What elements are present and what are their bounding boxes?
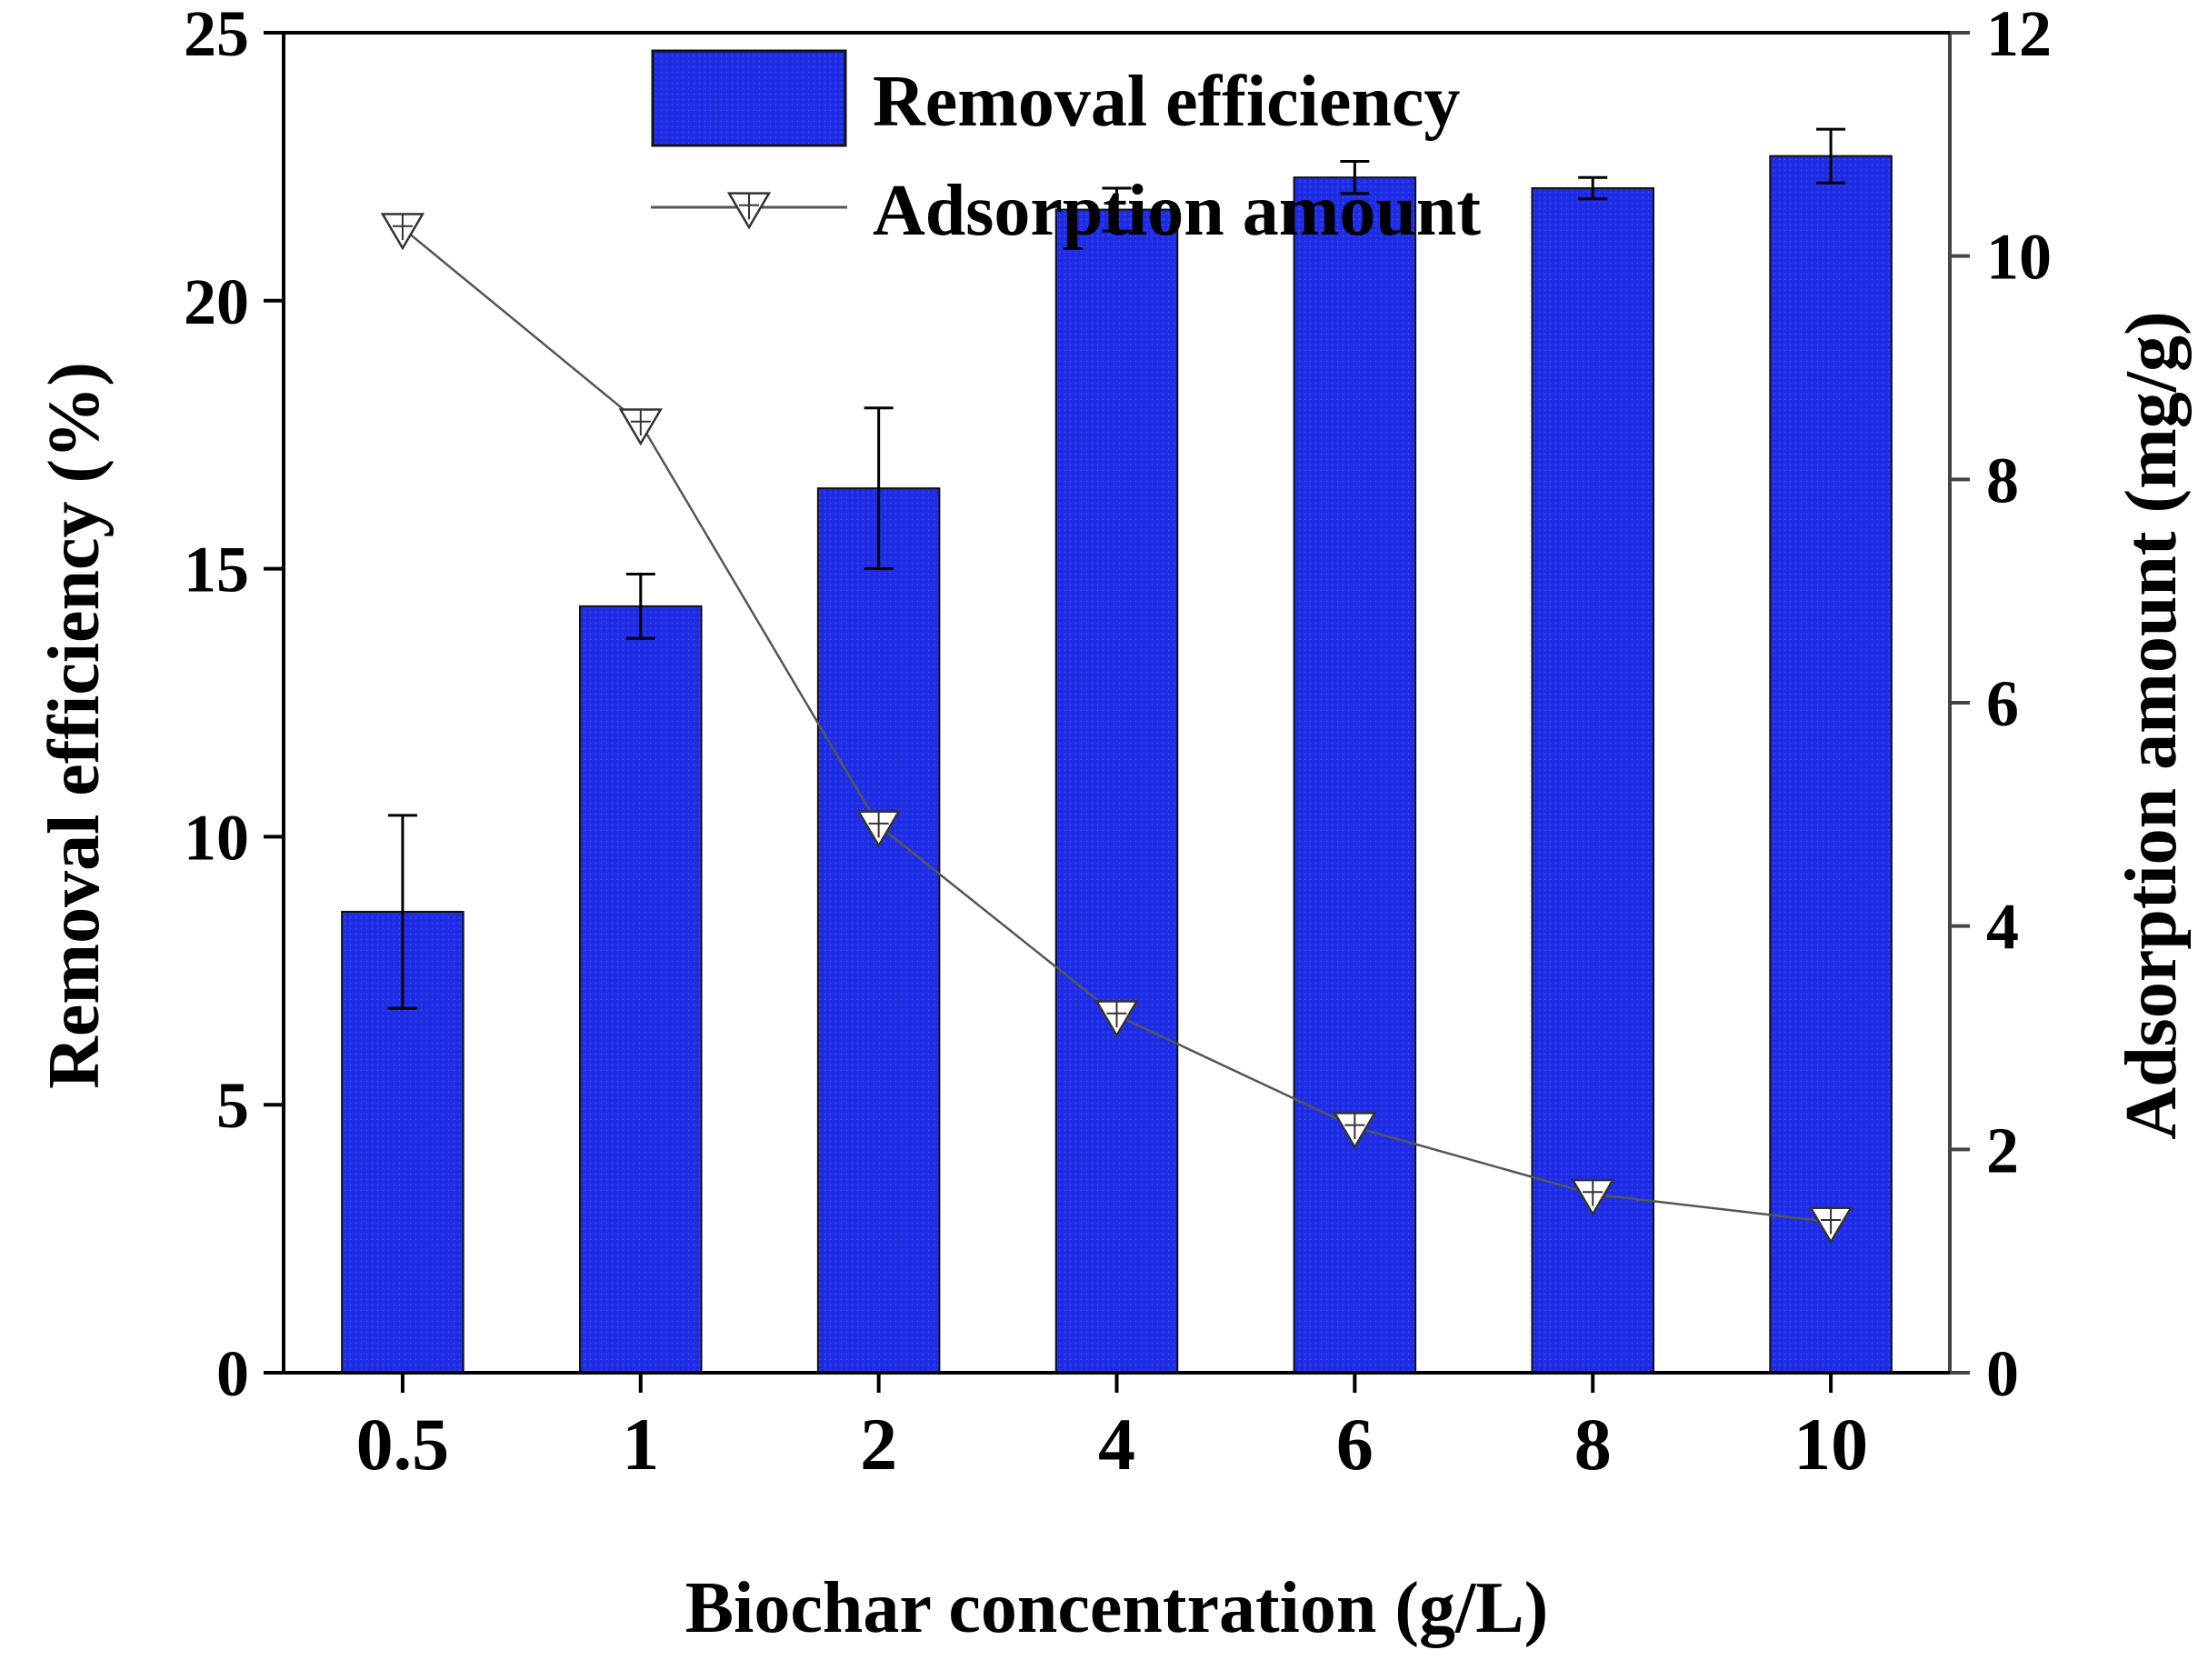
legend: Removal efficiency Adsorption amount — [651, 49, 1481, 251]
x-tick-label: 0.5 — [356, 1403, 450, 1485]
right-tick-label: 4 — [1986, 891, 2019, 964]
error-bar-2 — [864, 406, 894, 571]
bar-6 — [1293, 176, 1417, 1374]
left-tick-label: 15 — [184, 534, 249, 606]
error-bar-8 — [1578, 175, 1608, 201]
error-bar-1 — [625, 572, 655, 640]
right-tick-label: 2 — [1986, 1114, 2019, 1186]
x-tick-label: 4 — [1098, 1403, 1135, 1485]
x-tick-label: 1 — [622, 1403, 659, 1485]
legend-item-adsorption-amount: Adsorption amount — [651, 171, 1481, 251]
left-tick-label: 0 — [216, 1337, 249, 1410]
bar-4 — [1054, 208, 1179, 1374]
line-point-2 — [856, 810, 901, 848]
right-tick-label: 6 — [1986, 667, 2019, 740]
right-axis-title: Adsorption amount (mg/g) — [2112, 311, 2192, 1139]
bar-1 — [579, 605, 703, 1374]
right-tick-label: 10 — [1986, 221, 2052, 294]
line-point-10 — [1808, 1206, 1853, 1245]
x-tick-label: 6 — [1336, 1403, 1374, 1485]
right-tick-label: 12 — [1986, 0, 2052, 70]
legend-label: Removal efficiency — [873, 62, 1460, 142]
line-point-4 — [1094, 1000, 1139, 1038]
left-tick-label: 25 — [184, 0, 249, 70]
line-point-1 — [618, 408, 663, 446]
right-tick-label: 0 — [1986, 1337, 2019, 1410]
bars-layer — [341, 127, 1893, 1374]
line-layer — [380, 213, 1853, 1245]
x-axis-title: Biochar concentration (g/L) — [685, 1568, 1549, 1648]
bar-10 — [1769, 155, 1893, 1374]
line-point-6 — [1333, 1112, 1377, 1150]
right-tick-label: 8 — [1986, 444, 2019, 516]
x-tick-label: 10 — [1793, 1403, 1868, 1485]
left-tick-label: 10 — [184, 801, 249, 874]
legend-label: Adsorption amount — [873, 171, 1481, 251]
left-tick-label: 5 — [216, 1069, 249, 1142]
error-bar-0.5 — [387, 814, 417, 1010]
error-bar-10 — [1816, 127, 1846, 185]
legend-swatch-marker — [726, 192, 772, 230]
bar-2 — [816, 487, 941, 1374]
left-axis-title: Removal efficiency (%) — [35, 362, 115, 1089]
x-tick-label: 8 — [1574, 1403, 1612, 1485]
legend-swatch-bar — [651, 49, 847, 147]
error-bar-6 — [1340, 160, 1370, 195]
line-point-0.5 — [380, 213, 425, 251]
left-tick-label: 20 — [184, 265, 249, 338]
legend-item-removal-efficiency: Removal efficiency — [651, 49, 1460, 147]
line-point-8 — [1571, 1178, 1615, 1216]
bar-8 — [1531, 186, 1654, 1374]
error-bar-4 — [1102, 186, 1132, 233]
x-tick-label: 2 — [860, 1403, 897, 1485]
